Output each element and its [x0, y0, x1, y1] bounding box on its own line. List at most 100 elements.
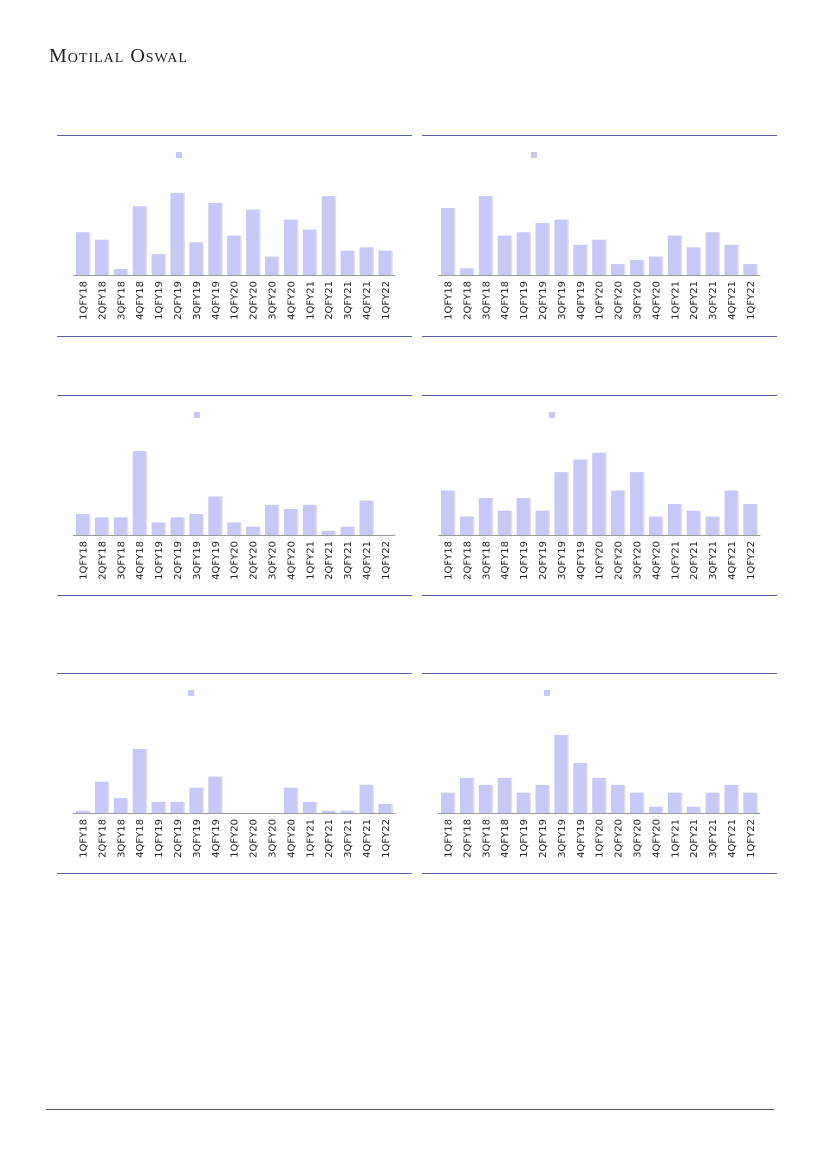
- bar: [340, 810, 354, 813]
- bar: [94, 239, 108, 275]
- x-tick-label: 1QFY20: [230, 819, 241, 858]
- x-tick-label: 2QFY19: [173, 819, 184, 858]
- bar: [208, 202, 222, 275]
- bar: [743, 264, 757, 275]
- x-tick-label: 4QFY20: [286, 541, 297, 580]
- x-tick-label: 3QFY21: [708, 541, 719, 580]
- bar: [554, 219, 568, 275]
- bar: [724, 244, 738, 275]
- bar: [302, 801, 316, 813]
- bar: [516, 498, 530, 535]
- bar: [113, 517, 127, 535]
- x-tick-label: 3QFY20: [268, 281, 279, 320]
- bar: [667, 235, 681, 275]
- x-tick-label: 3QFY18: [116, 819, 127, 858]
- bar: [265, 504, 278, 535]
- x-tick-label: 3QFY20: [633, 819, 644, 858]
- x-tick-label: 1QFY21: [670, 819, 681, 858]
- bar-chart-1: 1QFY18 2QFY18 3QFY18 4QFY18 1QFY19 2QFY19 3QFY…: [73, 152, 396, 320]
- bar: [478, 498, 492, 535]
- bar: [573, 459, 587, 535]
- x-tick-label: 1QFY20: [230, 281, 241, 320]
- footer-rule: [46, 1109, 774, 1110]
- bar: [497, 235, 511, 275]
- bar: [705, 232, 719, 275]
- bar: [667, 792, 681, 813]
- bar: [359, 247, 373, 275]
- bar: [611, 264, 625, 275]
- x-tick-label: 3QFY19: [192, 281, 203, 320]
- bar: [151, 522, 165, 535]
- x-tick-label: 1QFY20: [595, 541, 606, 580]
- x-tick-label: 1QFY19: [519, 819, 530, 858]
- bar: [648, 256, 662, 275]
- bar-chart-4: 1QFY18 2QFY18 3QFY18 4QFY18 1QFY19 2QFY19 3QFY…: [438, 412, 761, 580]
- legend-swatch: [544, 690, 550, 696]
- bar: [592, 452, 606, 535]
- bar: [227, 522, 241, 535]
- panel-bottom-rule: [422, 336, 777, 337]
- x-tick-label: 2QFY18: [97, 819, 108, 858]
- bar: [94, 781, 108, 813]
- x-tick-label: 4QFY21: [362, 819, 373, 858]
- bar: [378, 250, 392, 275]
- bar: [535, 223, 549, 275]
- bar: [648, 516, 662, 535]
- bar: [132, 451, 146, 535]
- x-tick-label: 1QFY18: [79, 541, 90, 580]
- chart-panel-1: 1QFY18 2QFY18 3QFY18 4QFY18 1QFY19 2QFY19 3QFY…: [57, 135, 412, 338]
- panel-top-rule: [422, 395, 777, 396]
- bar: [724, 784, 738, 813]
- bar: [227, 235, 241, 275]
- x-tick-label: 4QFY21: [727, 281, 738, 320]
- x-tick-label: 1QFY20: [595, 281, 606, 320]
- x-tick-label: 4QFY18: [500, 281, 511, 320]
- x-tick-label: 4QFY20: [651, 819, 662, 858]
- bar: [441, 207, 454, 275]
- x-tick-label: 4QFY20: [286, 281, 297, 320]
- bar: [302, 504, 316, 535]
- chart-panel-5: 1QFY18 2QFY18 3QFY18 4QFY18 1QFY19 2QFY19 3QFY…: [57, 673, 412, 875]
- bar: [283, 219, 297, 275]
- bar: [592, 777, 606, 813]
- x-tick-label: 2QFY20: [614, 541, 625, 580]
- x-tick-label: 3QFY18: [116, 281, 127, 320]
- x-tick-label: 4QFY19: [211, 819, 222, 858]
- bar: [170, 517, 184, 535]
- bar: [76, 810, 89, 813]
- legend-swatch: [176, 152, 182, 158]
- panel-bottom-rule: [57, 873, 412, 874]
- bar: [630, 472, 643, 535]
- legend-swatch: [531, 152, 537, 158]
- x-tick-label: 4QFY19: [211, 541, 222, 580]
- bar: [170, 801, 184, 813]
- x-tick-label: 2QFY19: [538, 281, 549, 320]
- x-tick-label: 4QFY19: [576, 819, 587, 858]
- bar: [686, 806, 700, 813]
- x-tick-label: 3QFY21: [708, 819, 719, 858]
- x-tick-label: 2QFY20: [249, 281, 260, 320]
- x-tick-label: 3QFY18: [481, 541, 492, 580]
- x-tick-label: 4QFY19: [576, 541, 587, 580]
- x-tick-label: 1QFY21: [305, 281, 316, 320]
- bar: [743, 503, 757, 535]
- x-tick-label: 3QFY19: [192, 541, 203, 580]
- bar: [321, 196, 335, 275]
- bar: [535, 510, 549, 535]
- x-tick-label: 1QFY18: [79, 281, 90, 320]
- x-tick-label: 2QFY21: [324, 281, 335, 320]
- x-tick-label: 4QFY21: [727, 819, 738, 858]
- bar: [76, 514, 89, 535]
- bar: [743, 792, 757, 813]
- x-tick-label: 1QFY21: [670, 281, 681, 320]
- x-tick-label: 3QFY18: [481, 819, 492, 858]
- x-tick-label: 2QFY18: [97, 281, 108, 320]
- x-tick-label: 3QFY21: [708, 281, 719, 320]
- x-tick-label: 1QFY21: [305, 541, 316, 580]
- bar: [113, 269, 127, 275]
- x-tick-label: 3QFY21: [343, 819, 354, 858]
- bar: [132, 749, 146, 813]
- bar: [535, 784, 549, 813]
- x-tick-label: 2QFY18: [462, 819, 473, 858]
- x-tick-label: 1QFY21: [305, 819, 316, 858]
